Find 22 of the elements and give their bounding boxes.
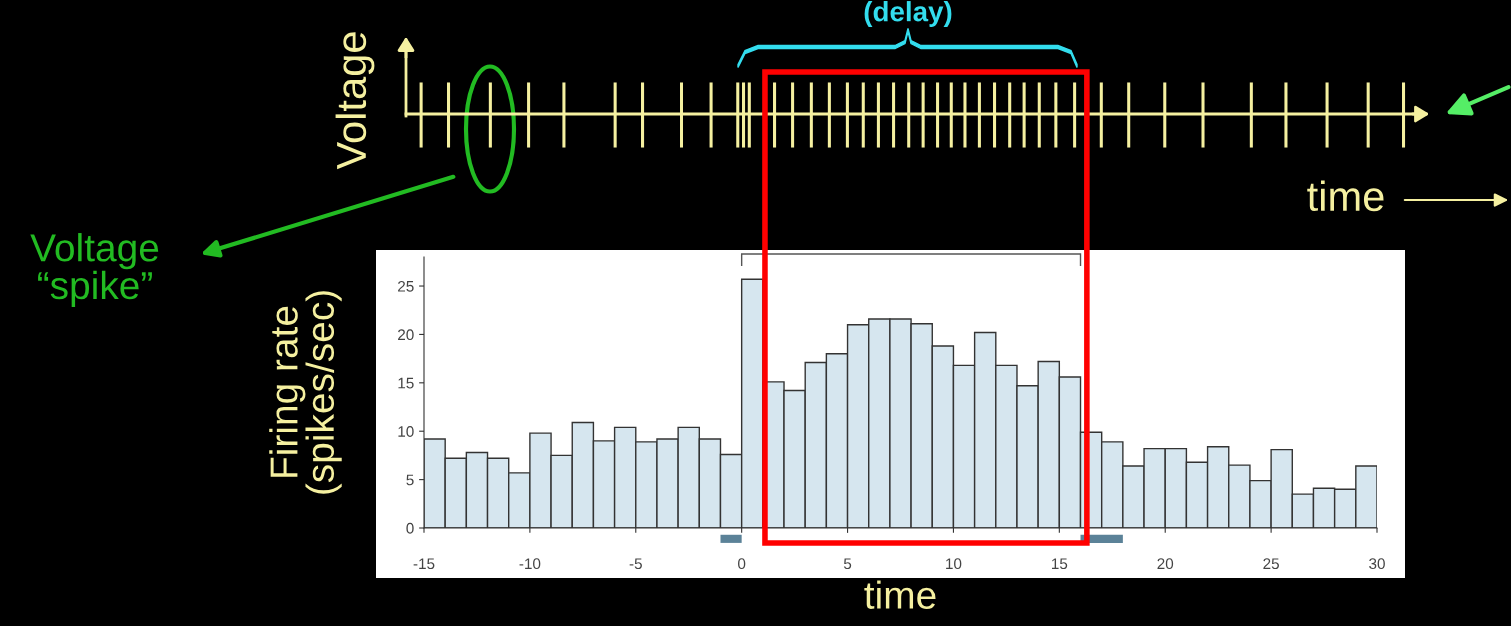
y-axis-title: Firing rate (spikes/sec) [269,291,342,494]
x-tick-label: 15 [1052,558,1068,570]
x-tick-label: 25 [1263,558,1279,570]
x-tick-label: 20 [1157,558,1174,570]
x-tick-label: -5 [629,558,642,570]
text: Voltage “spike” [30,233,159,307]
y-tick-label: 0 [406,522,414,534]
x-tick-label: 10 [946,558,962,570]
y-tick-label: 10 [398,426,414,437]
text: time [1307,180,1384,212]
text: Voltage [335,32,375,170]
y-tick-label: 15 [398,377,414,389]
x-tick-label: 30 [1369,558,1385,570]
x-tick-label: -10 [519,558,541,570]
x-tick-label: 5 [843,558,852,570]
x-axis-title: time [864,580,936,609]
text: (delay) [864,1,952,27]
x-tick-label: -15 [413,558,435,570]
x-tick-label: 0 [738,558,746,570]
y-tick-label: 25 [398,280,414,292]
y-tick-label: 20 [398,329,414,341]
y-tick-label: 5 [406,474,414,486]
